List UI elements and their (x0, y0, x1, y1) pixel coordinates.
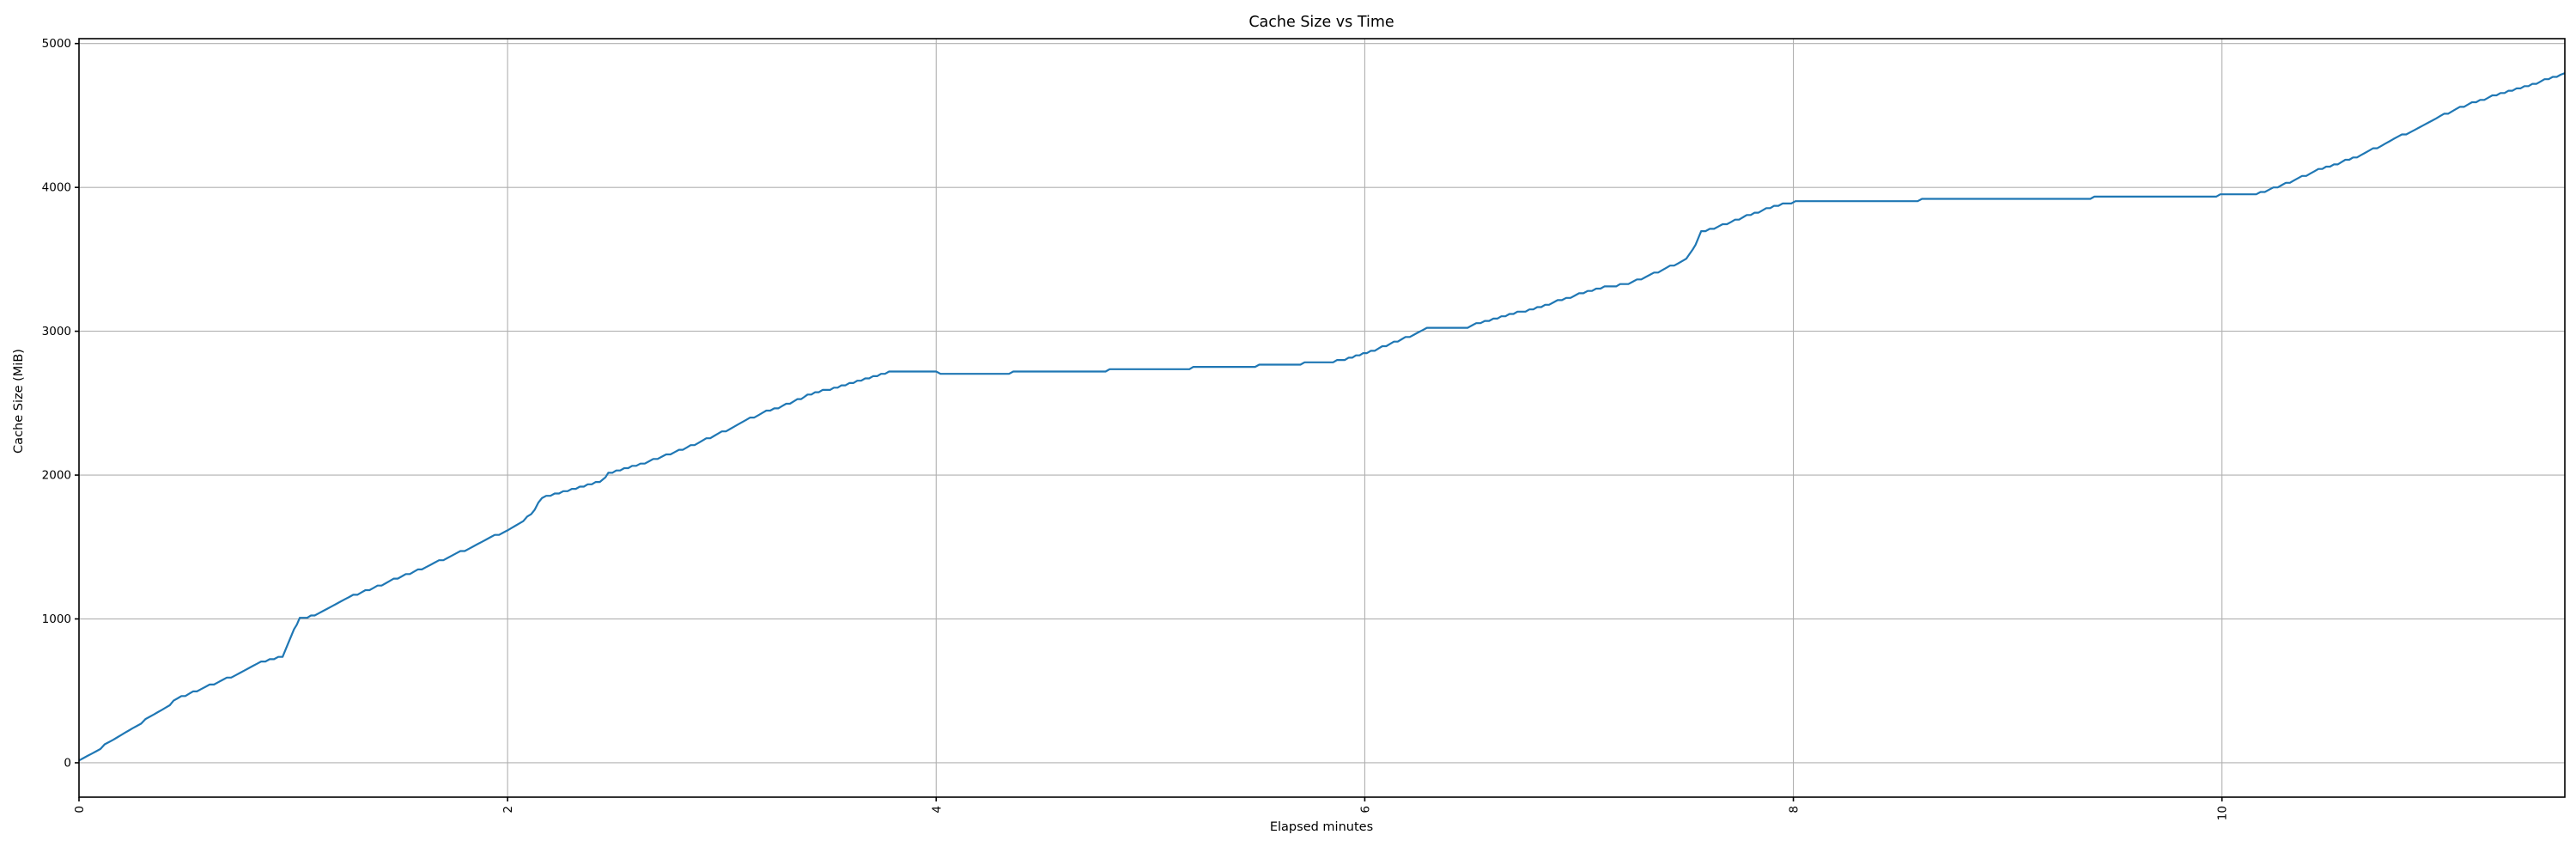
chart-title: Cache Size vs Time (1249, 14, 1394, 31)
cache-size-line (78, 72, 2566, 762)
x-tick-label-6: 6 (1358, 806, 1372, 813)
y-tick-label-1000: 1000 (42, 612, 71, 626)
y-tick-label-0: 0 (64, 756, 71, 770)
y-tick-label-3000: 3000 (42, 325, 71, 338)
x-tick-label-8: 8 (1788, 806, 1801, 813)
y-axis-label: Cache Size (MiB) (12, 349, 26, 454)
grid-layer (78, 39, 2565, 797)
x-tick-label-10: 10 (2216, 806, 2230, 820)
data-layer (78, 72, 2566, 762)
tick-layer: 0 1000 2000 3000 4000 5000 0 2 4 6 8 10 (42, 37, 2230, 820)
y-tick-label-2000: 2000 (42, 469, 71, 483)
x-tick-label-0: 0 (73, 806, 87, 813)
y-tick-label-5000: 5000 (42, 37, 71, 51)
y-tick-label-4000: 4000 (42, 181, 71, 195)
spine-layer (78, 38, 2566, 798)
x-tick-label-2: 2 (501, 806, 515, 813)
x-tick-label-4: 4 (930, 806, 944, 813)
axes-spines (78, 38, 2566, 798)
x-axis-label: Elapsed minutes (1270, 820, 1373, 834)
